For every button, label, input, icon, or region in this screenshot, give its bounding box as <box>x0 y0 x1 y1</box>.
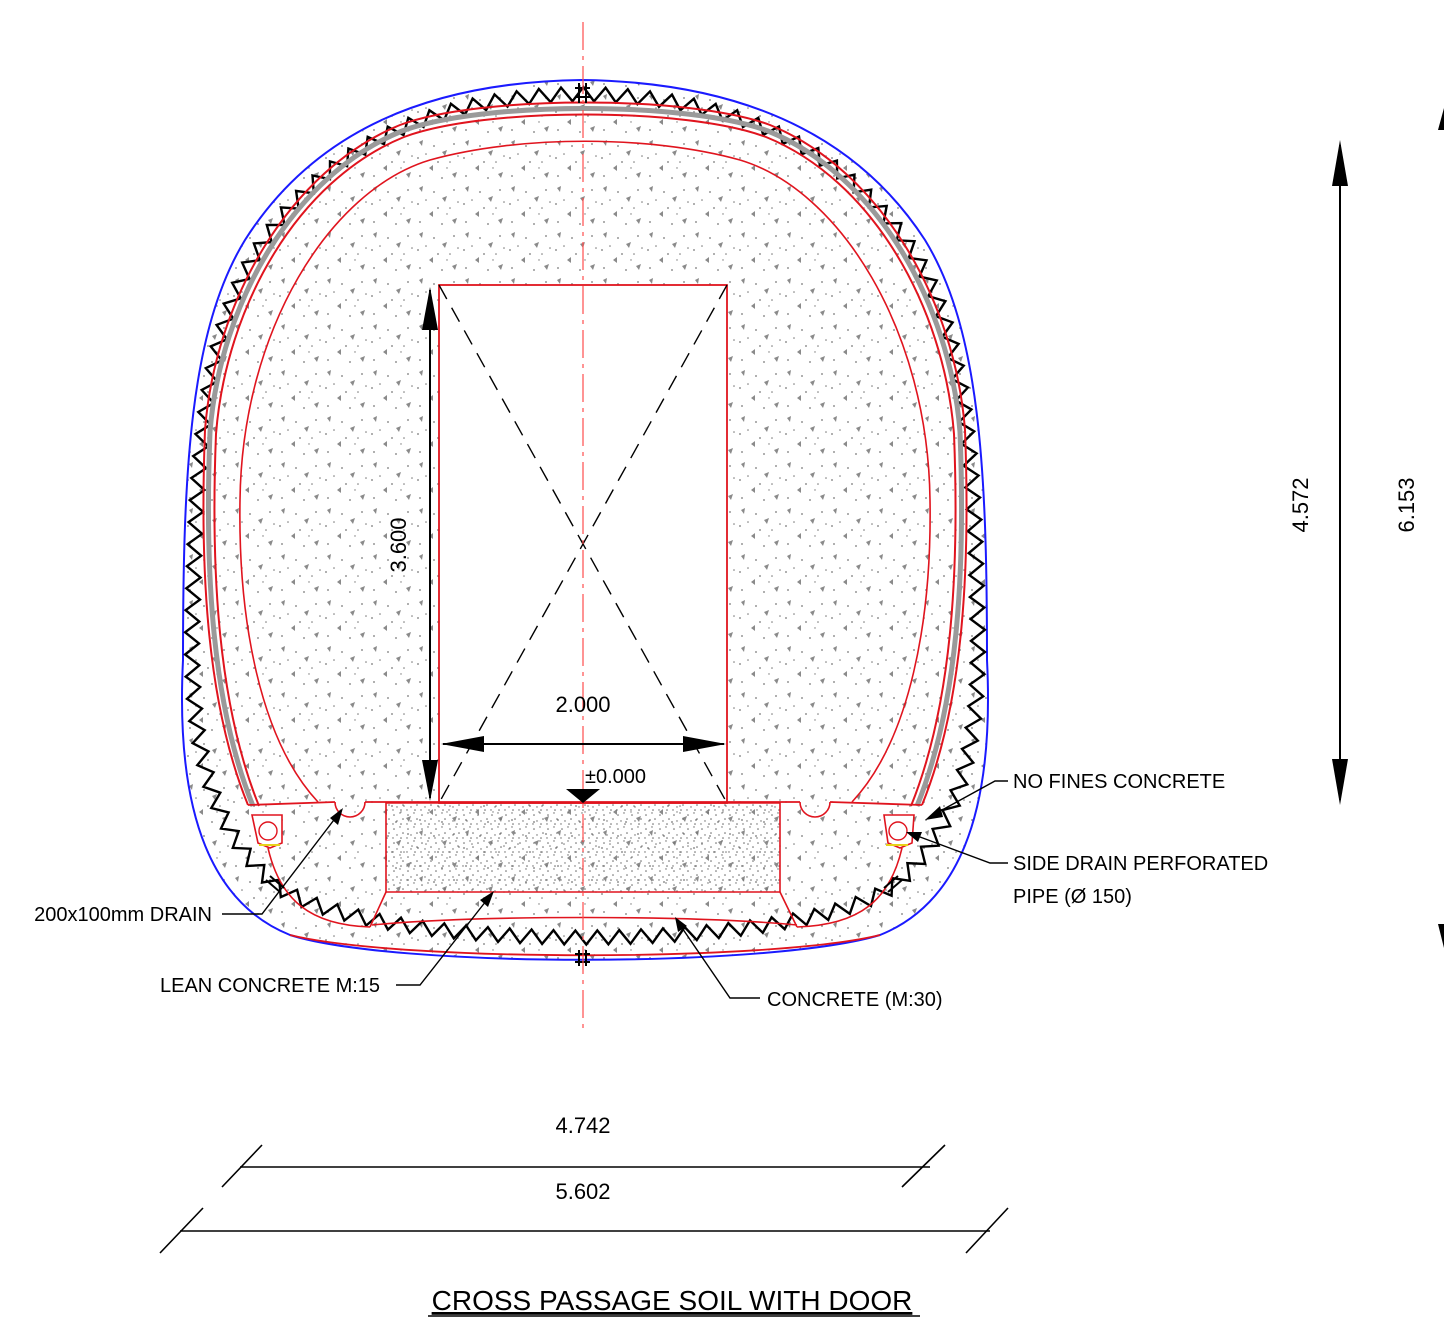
invert-left-curve <box>267 847 371 928</box>
leader-drain <box>222 811 341 915</box>
lean-side-left <box>369 891 387 928</box>
inner-width-tick-right <box>901 1144 946 1188</box>
door-width-label: 2.000 <box>555 692 610 717</box>
membrane-mid <box>205 106 965 807</box>
drain-notch-left <box>334 801 366 818</box>
outer-height-arrow-top-partial <box>1438 108 1444 130</box>
drain-notch-right <box>799 801 831 818</box>
invert-inner <box>371 916 798 926</box>
door-height-label: 3.600 <box>386 517 411 572</box>
drawing-title: CROSS PASSAGE SOIL WITH DOOR <box>432 1285 913 1316</box>
door-height-arrow-top <box>422 287 438 330</box>
invert-joint <box>575 950 590 966</box>
label-side-drain-2: PIPE (Ø 150) <box>1013 886 1132 908</box>
label-drain: 200x100mm DRAIN <box>34 904 212 926</box>
lean-side-right <box>779 891 798 928</box>
door-height-arrow-bottom <box>422 760 438 801</box>
inner-width-tick-left <box>221 1144 263 1188</box>
left-joint <box>265 875 285 893</box>
side-drain-left <box>251 814 283 849</box>
inner-height-label: 4.572 <box>1288 477 1313 532</box>
label-lean-concrete: LEAN CONCRETE M:15 <box>160 975 380 997</box>
leader-no-fines <box>932 780 1008 816</box>
inner-height-arrow-top <box>1332 140 1348 186</box>
right-joint <box>883 875 903 893</box>
side-drain-right <box>883 814 915 849</box>
outer-width-label: 5.602 <box>555 1179 610 1204</box>
level-marker <box>566 789 600 803</box>
invert-right-curve <box>796 847 903 928</box>
membrane-inner <box>213 113 957 807</box>
floor-level-label: ±0.000 <box>585 766 646 788</box>
label-no-fines: NO FINES CONCRETE <box>1013 771 1225 793</box>
label-side-drain-1: SIDE DRAIN PERFORATED <box>1013 853 1268 875</box>
door-width-arrow-right <box>683 736 726 752</box>
outer-height-label: 6.153 <box>1394 477 1419 532</box>
leader-concrete <box>677 921 760 999</box>
inner-lining <box>239 140 931 803</box>
label-concrete: CONCRETE (M:30) <box>767 989 943 1011</box>
outer-width-tick-right <box>965 1207 1009 1254</box>
inner-width-label: 4.742 <box>555 1113 610 1138</box>
leader-lean-concrete <box>396 895 491 986</box>
door-width-arrow-left <box>441 736 484 752</box>
leader-side-drain <box>911 833 1008 864</box>
inner-height-arrow-bottom <box>1332 759 1348 805</box>
outer-height-arrow-bottom-partial <box>1438 924 1444 948</box>
outer-width-tick-left <box>159 1207 204 1254</box>
